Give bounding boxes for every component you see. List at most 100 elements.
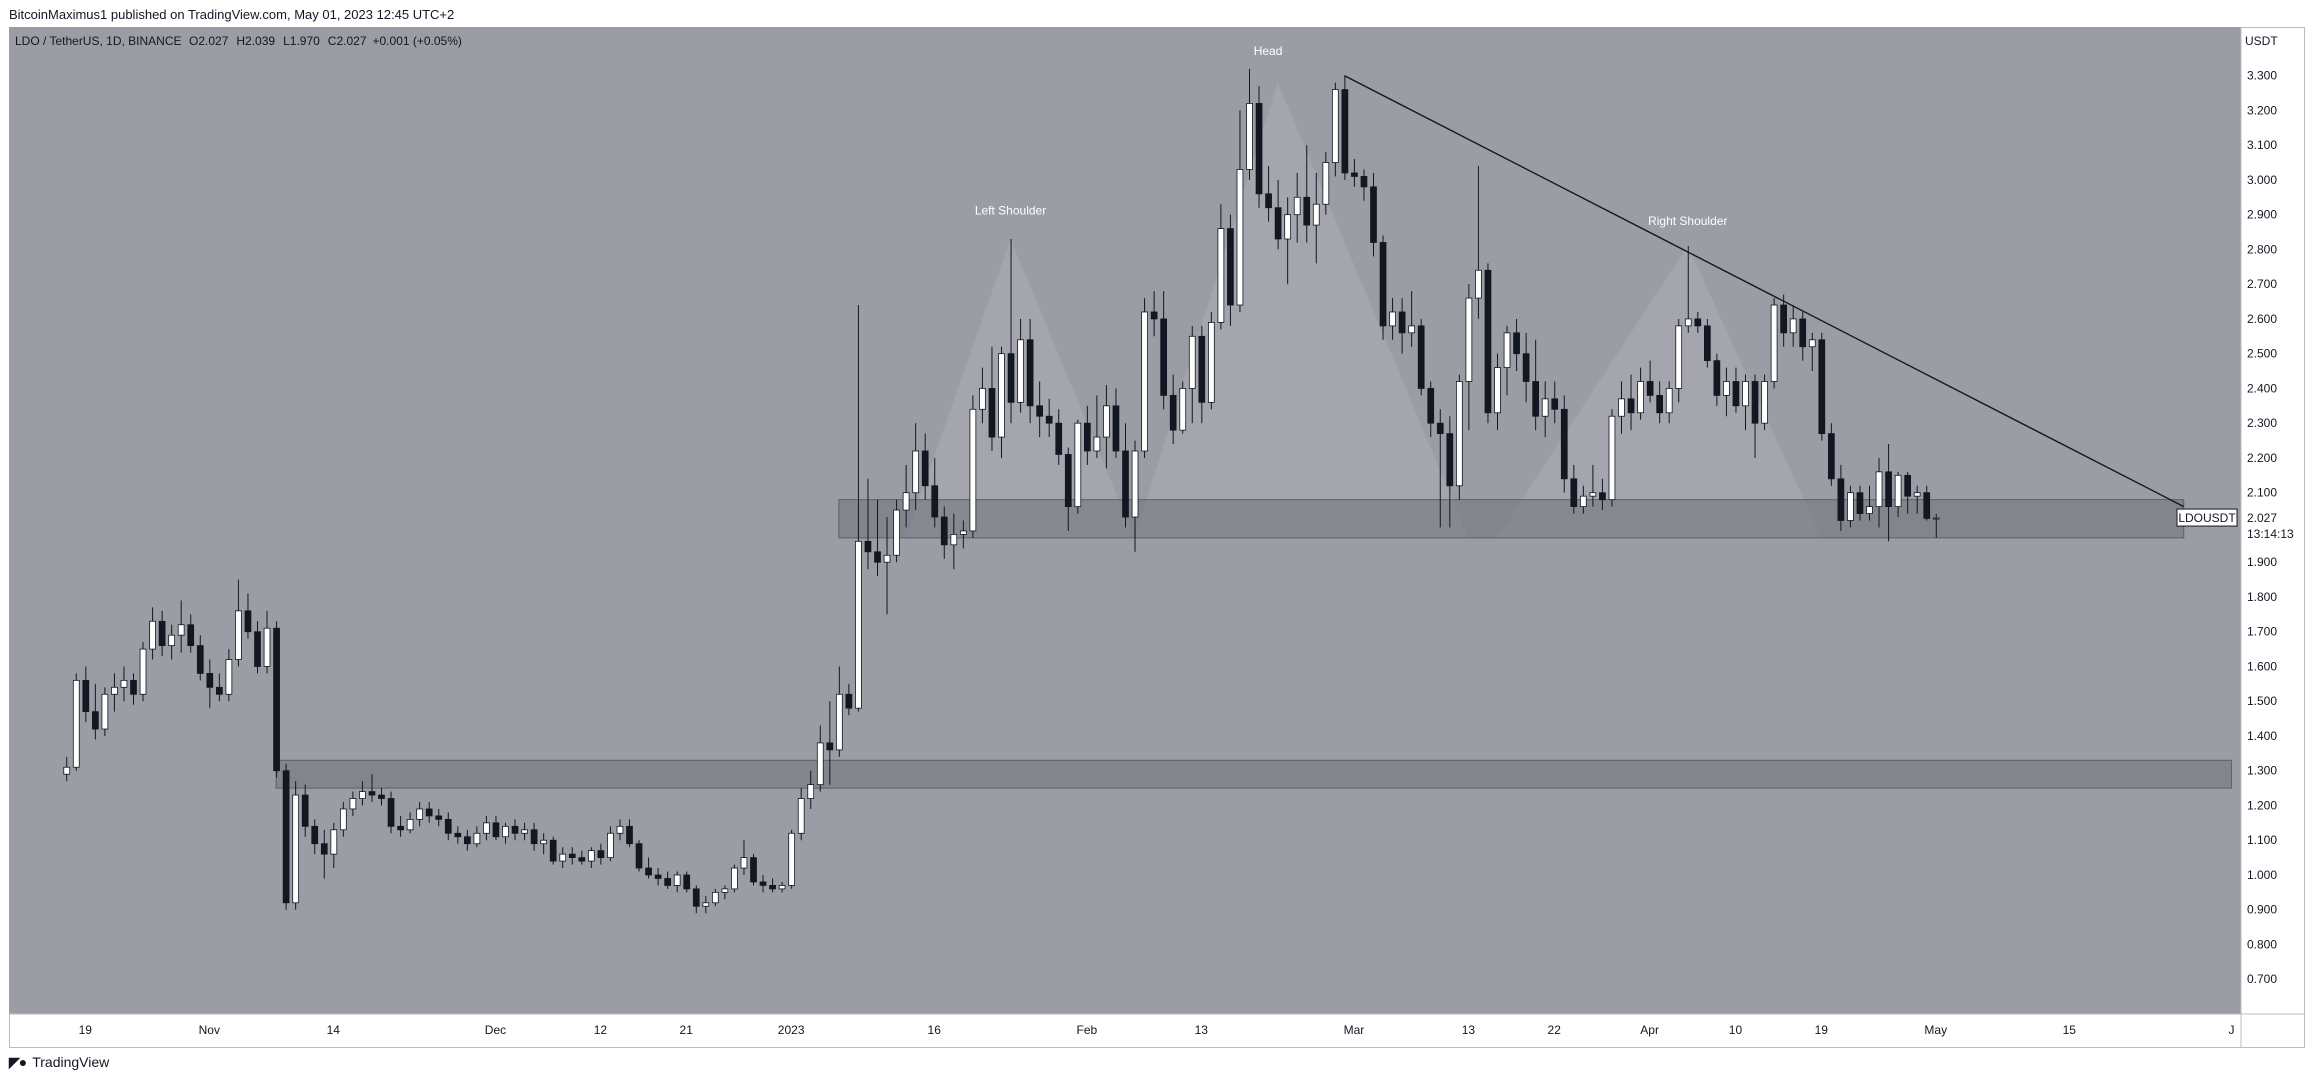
candle-body[interactable]: [845, 693, 853, 709]
candle-body[interactable]: [1103, 405, 1110, 438]
candle-body[interactable]: [282, 770, 290, 904]
candle-body[interactable]: [1246, 103, 1253, 170]
candle-body[interactable]: [387, 798, 395, 827]
candle-body[interactable]: [1331, 89, 1339, 163]
candle-body[interactable]: [244, 610, 252, 633]
candle-body[interactable]: [444, 818, 452, 834]
candle-body[interactable]: [1856, 492, 1864, 514]
candle-body[interactable]: [1684, 318, 1692, 327]
candle-body[interactable]: [778, 885, 786, 890]
candle-body[interactable]: [1141, 311, 1148, 452]
candle-body[interactable]: [1599, 492, 1606, 501]
candle-body[interactable]: [1579, 495, 1587, 507]
candle-body[interactable]: [549, 839, 557, 862]
candle-body[interactable]: [1618, 398, 1625, 417]
candle-body[interactable]: [530, 829, 538, 845]
candle-body[interactable]: [1913, 492, 1921, 497]
candle-body[interactable]: [511, 825, 519, 834]
candle-body[interactable]: [1827, 433, 1835, 480]
candle-body[interactable]: [1055, 422, 1063, 455]
candle-body[interactable]: [359, 791, 366, 799]
candle-body[interactable]: [1751, 381, 1759, 424]
candle-body[interactable]: [206, 673, 214, 688]
candle-body[interactable]: [1560, 408, 1568, 480]
candle-body[interactable]: [826, 742, 834, 751]
candle-body[interactable]: [1494, 367, 1501, 414]
candle-body[interactable]: [1627, 398, 1635, 414]
price-chart[interactable]: Left Shoulder Head Right Shoulder 3.300 3.2…: [9, 27, 2305, 1048]
candle-body[interactable]: [645, 867, 652, 876]
candle-body[interactable]: [807, 784, 815, 799]
symbol-line[interactable]: LDO / TetherUS, 1D, BINANCE: [15, 34, 182, 48]
candle-body[interactable]: [1007, 353, 1015, 403]
candle-body[interactable]: [292, 794, 300, 904]
candle-body[interactable]: [607, 832, 614, 859]
candle-body[interactable]: [196, 645, 204, 674]
candle-body[interactable]: [940, 516, 948, 546]
candle-body[interactable]: [864, 540, 872, 553]
candle-body[interactable]: [950, 534, 958, 546]
candle-body[interactable]: [1122, 450, 1129, 518]
candle-body[interactable]: [1885, 471, 1892, 507]
candle-body[interactable]: [1150, 311, 1158, 320]
candle-body[interactable]: [1780, 304, 1788, 334]
candle-body[interactable]: [1522, 353, 1530, 382]
candle-body[interactable]: [597, 850, 605, 859]
candle-body[interactable]: [692, 888, 700, 907]
candle-body[interactable]: [187, 624, 195, 647]
candle-body[interactable]: [1198, 335, 1206, 403]
candle-body[interactable]: [1904, 474, 1912, 497]
candle-body[interactable]: [1608, 415, 1616, 501]
candle-body[interactable]: [740, 857, 748, 869]
candle-body[interactable]: [1637, 381, 1644, 414]
candle-body[interactable]: [311, 825, 319, 845]
candle-body[interactable]: [893, 509, 900, 556]
candle-body[interactable]: [1436, 422, 1444, 435]
candle-body[interactable]: [1255, 103, 1263, 195]
candle-body[interactable]: [673, 874, 681, 886]
candle-body[interactable]: [1713, 360, 1721, 396]
candle-body[interactable]: [1675, 325, 1683, 389]
candle-body[interactable]: [750, 857, 757, 883]
candle-body[interactable]: [1761, 381, 1768, 424]
trendline-layer[interactable]: [1344, 75, 2185, 508]
candle-body[interactable]: [1236, 169, 1244, 306]
candle-body[interactable]: [559, 853, 567, 862]
candle-body[interactable]: [330, 829, 338, 855]
candle-body[interactable]: [1694, 318, 1702, 327]
candle-body[interactable]: [1360, 176, 1368, 188]
candle-body[interactable]: [177, 624, 185, 636]
candle-body[interactable]: [1589, 492, 1597, 497]
candle-body[interactable]: [120, 679, 128, 688]
candle-body[interactable]: [406, 818, 414, 831]
candle-body[interactable]: [1665, 388, 1673, 414]
candle-body[interactable]: [63, 766, 71, 775]
candle-body[interactable]: [1770, 304, 1778, 382]
candle-body[interactable]: [1427, 388, 1435, 424]
candle-body[interactable]: [1160, 318, 1168, 396]
candle-body[interactable]: [874, 551, 881, 563]
candle-body[interactable]: [301, 794, 309, 827]
candle-body[interactable]: [797, 798, 805, 834]
candle-body[interactable]: [979, 388, 986, 410]
candle-body[interactable]: [1742, 381, 1749, 407]
candle-body[interactable]: [902, 492, 910, 511]
time-axis[interactable]: 19 Nov 14 Dec 12 21 2023 16 Feb 13 Mar 13 22 Apr 10 19 M…: [9, 1013, 2305, 1037]
descending-trendline[interactable]: [1344, 75, 2185, 508]
candle-body[interactable]: [454, 832, 462, 838]
candle-body[interactable]: [654, 874, 662, 879]
candle-body[interactable]: [1131, 450, 1139, 518]
candle-body[interactable]: [1083, 422, 1091, 452]
candle-body[interactable]: [225, 659, 233, 695]
candle-body[interactable]: [969, 408, 977, 532]
candle-body[interactable]: [626, 825, 633, 845]
candle-body[interactable]: [1227, 228, 1234, 306]
candle-body[interactable]: [1818, 339, 1826, 435]
candle-body[interactable]: [1446, 433, 1454, 487]
candle-body[interactable]: [998, 353, 1005, 438]
candle-body[interactable]: [1207, 322, 1215, 403]
candle-body[interactable]: [1875, 471, 1883, 507]
candle-body[interactable]: [1894, 474, 1902, 507]
candle-body[interactable]: [540, 839, 548, 845]
candle-body[interactable]: [759, 881, 767, 886]
